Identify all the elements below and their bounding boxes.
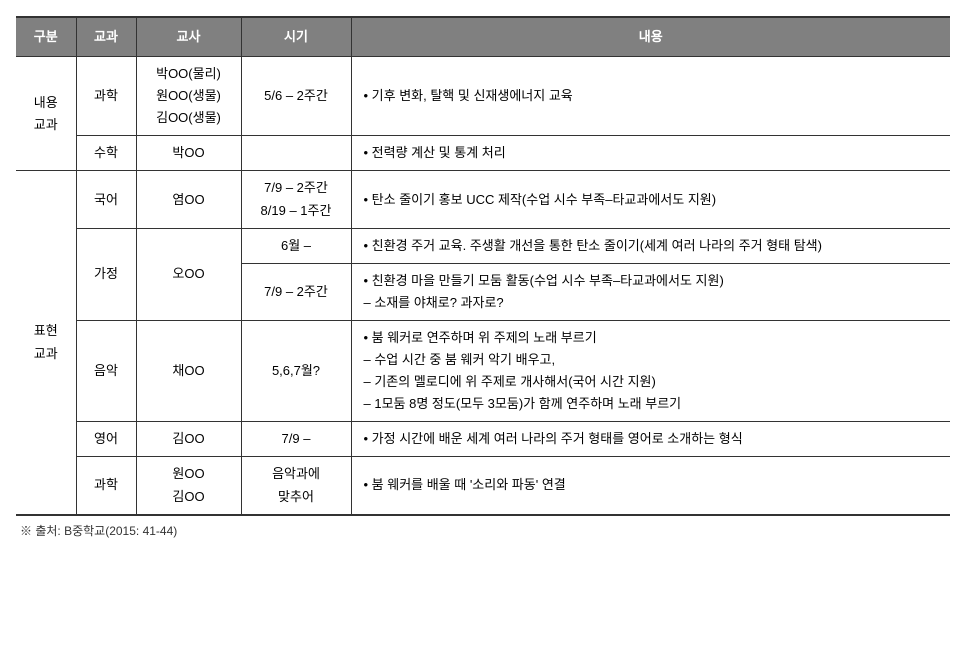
cell-teacher: 오OO	[136, 228, 241, 320]
table-row: 수학 박OO • 전력량 계산 및 통계 처리	[16, 136, 950, 171]
header-teacher: 교사	[136, 17, 241, 57]
cell-period: 5,6,7월?	[241, 320, 351, 421]
curriculum-table: 구분 교과 교사 시기 내용 내용교과 과학 박OO(물리)원OO(생물)김OO…	[16, 16, 950, 516]
cell-period: 7/9 – 2주간8/19 – 1주간	[241, 171, 351, 228]
cell-content: • 탄소 줄이기 홍보 UCC 제작(수업 시수 부족–타교과에서도 지원)	[351, 171, 950, 228]
cell-period: 7/9 – 2주간	[241, 263, 351, 320]
cell-period: 음악과에맞추어	[241, 457, 351, 515]
cell-subject: 과학	[76, 57, 136, 136]
cell-teacher: 원OO김OO	[136, 457, 241, 515]
section-label-expression: 표현교과	[16, 171, 76, 515]
cell-subject: 가정	[76, 228, 136, 320]
cell-teacher: 박OO(물리)원OO(생물)김OO(생물)	[136, 57, 241, 136]
cell-content: • 붐 웨커를 배울 때 '소리와 파동' 연결	[351, 457, 950, 515]
cell-teacher: 김OO	[136, 422, 241, 457]
header-period: 시기	[241, 17, 351, 57]
cell-period	[241, 136, 351, 171]
cell-subject: 음악	[76, 320, 136, 421]
cell-subject: 국어	[76, 171, 136, 228]
source-note: ※ 출처: B중학교(2015: 41-44)	[16, 522, 950, 539]
table-row: 내용교과 과학 박OO(물리)원OO(생물)김OO(생물) 5/6 – 2주간 …	[16, 57, 950, 136]
header-content: 내용	[351, 17, 950, 57]
cell-period: 6월 –	[241, 228, 351, 263]
table-row: 영어 김OO 7/9 – • 가정 시간에 배운 세계 여러 나라의 주거 형태…	[16, 422, 950, 457]
cell-content: • 전력량 계산 및 통계 처리	[351, 136, 950, 171]
cell-content: • 친환경 마을 만들기 모둠 활동(수업 시수 부족–타교과에서도 지원) –…	[351, 263, 950, 320]
cell-teacher: 박OO	[136, 136, 241, 171]
cell-subject: 영어	[76, 422, 136, 457]
table-row: 가정 오OO 6월 – • 친환경 주거 교육. 주생활 개선을 통한 탄소 줄…	[16, 228, 950, 263]
table-header-row: 구분 교과 교사 시기 내용	[16, 17, 950, 57]
cell-teacher: 염OO	[136, 171, 241, 228]
cell-content: • 가정 시간에 배운 세계 여러 나라의 주거 형태를 영어로 소개하는 형식	[351, 422, 950, 457]
cell-content: • 기후 변화, 탈핵 및 신재생에너지 교육	[351, 57, 950, 136]
table-row: 음악 채OO 5,6,7월? • 붐 웨커로 연주하며 위 주제의 노래 부르기…	[16, 320, 950, 421]
section-label-content: 내용교과	[16, 57, 76, 171]
cell-teacher: 채OO	[136, 320, 241, 421]
cell-period: 7/9 –	[241, 422, 351, 457]
cell-content: • 친환경 주거 교육. 주생활 개선을 통한 탄소 줄이기(세계 여러 나라의…	[351, 228, 950, 263]
table-row: 과학 원OO김OO 음악과에맞추어 • 붐 웨커를 배울 때 '소리와 파동' …	[16, 457, 950, 515]
cell-subject: 수학	[76, 136, 136, 171]
cell-period: 5/6 – 2주간	[241, 57, 351, 136]
cell-content: • 붐 웨커로 연주하며 위 주제의 노래 부르기 – 수업 시간 중 붐 웨커…	[351, 320, 950, 421]
header-subject: 교과	[76, 17, 136, 57]
cell-subject: 과학	[76, 457, 136, 515]
header-gubun: 구분	[16, 17, 76, 57]
table-row: 표현교과 국어 염OO 7/9 – 2주간8/19 – 1주간 • 탄소 줄이기…	[16, 171, 950, 228]
